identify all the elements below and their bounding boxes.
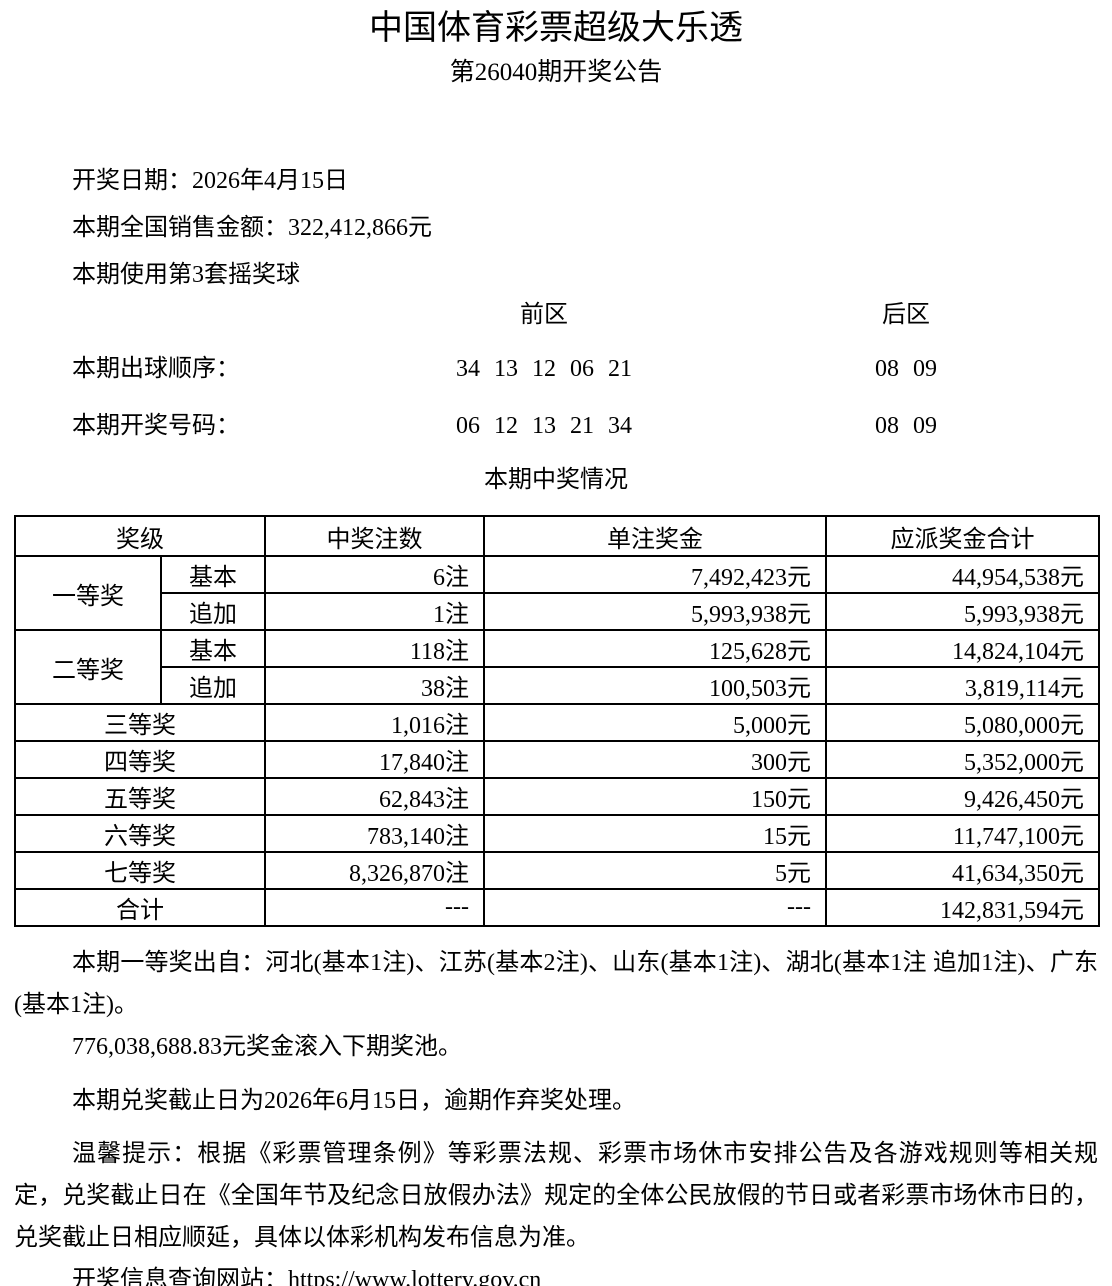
sales-amount-text: 本期全国销售金额：322,412,866元 <box>72 215 432 241</box>
tier-cell: 合计 <box>14 888 266 927</box>
back-zone-label: 后区 <box>882 302 930 328</box>
col-header-total-prize: 应派奖金合计 <box>825 515 1100 557</box>
count-cell: 783,140注 <box>264 814 485 853</box>
tier-cell: 五等奖 <box>14 777 266 816</box>
prize-cell: --- <box>483 888 827 927</box>
page-subtitle: 第26040期开奖公告 <box>449 59 663 86</box>
count-cell: 62,843注 <box>264 777 485 816</box>
table-row-seventh-prize: 七等奖 8,326,870注 5元 41,634,350元 <box>14 851 1100 890</box>
draw-order-back-numbers: 08 09 <box>875 356 937 382</box>
table-row-first-prize-basic: 一等奖 基本 6注 7,492,423元 44,954,538元 <box>14 555 1100 631</box>
prize-cell: 5,000元 <box>483 703 827 742</box>
col-header-count: 中奖注数 <box>264 515 485 557</box>
redemption-deadline-text: 本期兑奖截止日为2026年6月15日，逾期作弃奖处理。 <box>72 1088 636 1114</box>
ball-set-text: 本期使用第3套摇奖球 <box>72 262 300 288</box>
first-prize-provinces-text: 本期一等奖出自：河北(基本1注)、江苏(基本2注)、山东(基本1注)、湖北(基本… <box>14 950 1098 1018</box>
website-text: 开奖信息查询网站：https://www.lottery.gov.cn <box>72 1267 542 1286</box>
prize-table: 奖级 中奖注数 单注奖金 应派奖金合计 一等奖 基本 6注 7,492,423元… <box>14 515 1100 927</box>
total-cell: 5,080,000元 <box>825 703 1100 742</box>
total-cell: 3,819,114元 <box>825 666 1100 705</box>
type-cell: 基本 <box>160 629 266 668</box>
draw-info-block: 开奖日期：2026年4月15日 本期全国销售金额：322,412,866元 本期… <box>14 158 1098 299</box>
count-cell: 17,840注 <box>264 740 485 779</box>
prize-cell: 7,492,423元 <box>483 555 827 594</box>
draw-date-text: 开奖日期：2026年4月15日 <box>72 168 348 194</box>
table-row-sixth-prize: 六等奖 783,140注 15元 11,747,100元 <box>14 814 1100 853</box>
prize-section-title: 本期中奖情况 <box>484 467 628 493</box>
tier-cell: 二等奖 <box>14 629 162 705</box>
total-cell: 11,747,100元 <box>825 814 1100 853</box>
zone-header-spacer <box>14 302 374 328</box>
type-cell: 基本 <box>160 555 266 594</box>
count-cell: 38注 <box>264 666 485 705</box>
count-cell: 6注 <box>264 555 485 594</box>
total-cell: 9,426,450元 <box>825 777 1100 816</box>
table-row-second-prize-basic: 二等奖 基本 118注 125,628元 14,824,104元 <box>14 629 1100 705</box>
table-row-second-prize-additional: 追加 38注 100,503元 3,819,114元 <box>15 666 1100 705</box>
rollover-text: 776,038,688.83元奖金滚入下期奖池。 <box>72 1034 462 1060</box>
draw-order-front-numbers: 34 13 12 06 21 <box>456 356 632 382</box>
type-cell: 追加 <box>160 666 266 705</box>
winning-back-numbers: 08 09 <box>875 413 937 439</box>
total-cell: 5,352,000元 <box>825 740 1100 779</box>
prize-cell: 125,628元 <box>483 629 827 668</box>
total-cell: 14,824,104元 <box>825 629 1100 668</box>
prize-cell: 5,993,938元 <box>483 592 827 631</box>
prize-cell: 150元 <box>483 777 827 816</box>
draw-order-label: 本期出球顺序： <box>72 356 240 382</box>
zone-header-row: 前区 后区 <box>14 302 1098 328</box>
count-cell: 1注 <box>264 592 485 631</box>
footer-block: 本期一等奖出自：河北(基本1注)、江苏(基本2注)、山东(基本1注)、湖北(基本… <box>14 942 1098 1286</box>
tier-cell: 六等奖 <box>14 814 266 853</box>
table-row-third-prize: 三等奖 1,016注 5,000元 5,080,000元 <box>14 703 1100 742</box>
count-cell: 1,016注 <box>264 703 485 742</box>
total-cell: 44,954,538元 <box>825 555 1100 594</box>
prize-cell: 300元 <box>483 740 827 779</box>
tier-cell: 七等奖 <box>14 851 266 890</box>
total-cell: 5,993,938元 <box>825 592 1100 631</box>
page-title: 中国体育彩票超级大乐透 <box>369 10 743 47</box>
table-row-fourth-prize: 四等奖 17,840注 300元 5,352,000元 <box>14 740 1100 779</box>
prize-cell: 15元 <box>483 814 827 853</box>
tier-cell: 四等奖 <box>14 740 266 779</box>
count-cell: 8,326,870注 <box>264 851 485 890</box>
tier-cell: 一等奖 <box>14 555 162 631</box>
total-cell: 41,634,350元 <box>825 851 1100 890</box>
total-cell: 142,831,594元 <box>825 888 1100 927</box>
winning-front-numbers: 06 12 13 21 34 <box>456 413 632 439</box>
type-cell: 追加 <box>160 592 266 631</box>
prize-cell: 100,503元 <box>483 666 827 705</box>
count-cell: 118注 <box>264 629 485 668</box>
count-cell: --- <box>264 888 485 927</box>
prize-cell: 5元 <box>483 851 827 890</box>
prize-table-header-row: 奖级 中奖注数 单注奖金 应派奖金合计 <box>14 515 1100 557</box>
table-row-total: 合计 --- --- 142,831,594元 <box>14 888 1100 927</box>
front-zone-label: 前区 <box>520 302 568 328</box>
notice-text: 温馨提示：根据《彩票管理条例》等彩票法规、彩票市场休市安排公告及各游戏规则等相关… <box>14 1141 1098 1251</box>
table-row-fifth-prize: 五等奖 62,843注 150元 9,426,450元 <box>14 777 1100 816</box>
draw-order-row: 本期出球顺序： 34 13 12 06 21 08 09 <box>14 356 1098 383</box>
winning-numbers-row: 本期开奖号码： 06 12 13 21 34 08 09 <box>14 413 1098 440</box>
table-row-first-prize-additional: 追加 1注 5,993,938元 5,993,938元 <box>15 592 1100 631</box>
winning-numbers-label: 本期开奖号码： <box>72 413 240 439</box>
col-header-tier: 奖级 <box>14 515 266 557</box>
col-header-single-prize: 单注奖金 <box>483 515 827 557</box>
tier-cell: 三等奖 <box>14 703 266 742</box>
